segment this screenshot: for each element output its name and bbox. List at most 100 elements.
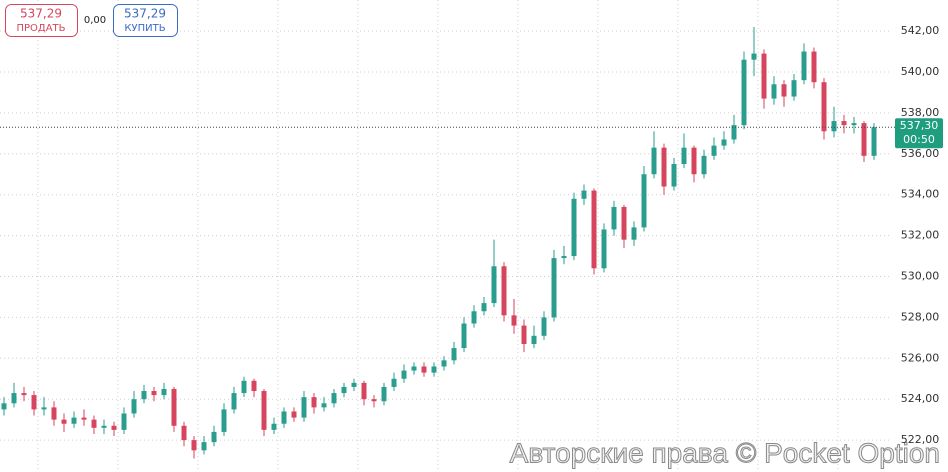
candle-body xyxy=(591,190,597,269)
candle-body xyxy=(41,407,47,410)
candle-body xyxy=(251,380,257,392)
candle-body xyxy=(351,382,357,387)
candle-body xyxy=(551,258,557,318)
candle-body xyxy=(371,399,377,402)
candle-body xyxy=(651,147,657,175)
candle-body xyxy=(111,425,117,430)
candle-body xyxy=(771,84,777,99)
sell-price[interactable]: 537,29 xyxy=(20,7,62,21)
candle-body xyxy=(271,423,277,430)
candle-body xyxy=(791,80,797,97)
candle-body xyxy=(201,442,207,451)
buy-button[interactable]: 537,29 КУПИТЬ xyxy=(113,4,178,37)
candle-body xyxy=(741,59,747,126)
candle-body xyxy=(101,425,107,428)
candle-body xyxy=(341,386,347,394)
y-tick-label: 528,00 xyxy=(901,310,940,323)
y-tick-label: 542,00 xyxy=(901,24,940,37)
candle-body xyxy=(161,388,167,396)
y-tick-label: 538,00 xyxy=(901,106,940,119)
candle-body xyxy=(411,366,417,371)
candle-body xyxy=(181,425,187,441)
candle-body xyxy=(451,348,457,361)
candle-body xyxy=(281,411,287,424)
candle-body xyxy=(381,386,387,402)
candle-body xyxy=(521,325,527,344)
candle-body xyxy=(431,366,437,373)
candle-body xyxy=(821,82,827,132)
candle-body xyxy=(421,366,427,373)
sell-label[interactable]: ПРОДАТЬ xyxy=(16,23,65,34)
sell-box[interactable] xyxy=(5,4,78,37)
candle-body xyxy=(301,397,307,418)
price-tag xyxy=(895,118,943,149)
candle-body xyxy=(861,123,867,156)
candle-body xyxy=(661,147,667,187)
candle-body xyxy=(81,417,87,420)
candle-body xyxy=(671,164,677,187)
candle-body xyxy=(751,53,757,60)
candle-body xyxy=(441,360,447,367)
candle-body xyxy=(631,227,637,240)
candle-body xyxy=(361,382,367,400)
candle-body xyxy=(581,190,587,199)
candle-body xyxy=(831,121,837,132)
candle-body xyxy=(1,403,7,410)
candle-body xyxy=(761,53,767,99)
candle-body xyxy=(871,127,877,156)
y-tick-label: 526,00 xyxy=(901,351,940,364)
candle-body xyxy=(131,399,137,414)
candle-body xyxy=(71,417,77,424)
y-tick-label: 540,00 xyxy=(901,65,940,78)
candle-body xyxy=(611,206,617,230)
sell-button[interactable]: 537,29 ПРОДАТЬ xyxy=(5,4,78,37)
buy-price[interactable]: 537,29 xyxy=(124,7,166,21)
candle-body xyxy=(151,391,157,396)
candle-body xyxy=(141,391,147,400)
candle-body xyxy=(851,123,857,126)
y-tick-label: 522,00 xyxy=(901,433,940,446)
candle-body xyxy=(641,174,647,228)
candle-body xyxy=(61,419,67,424)
candle-body xyxy=(571,198,577,257)
candle-body xyxy=(401,370,407,379)
price-tag-value: 537,30 xyxy=(900,119,939,132)
watermark: Авторские права © Pocket Option xyxy=(510,437,940,468)
candle-body xyxy=(721,139,727,146)
candle-body xyxy=(31,395,37,410)
price-tag-timer: 00:50 xyxy=(903,133,935,146)
spread: 0,00 xyxy=(84,15,106,26)
candle-body xyxy=(211,431,217,443)
buy-box[interactable] xyxy=(113,4,178,37)
candle-body xyxy=(261,391,267,430)
y-tick-label: 532,00 xyxy=(901,229,940,242)
candle-body xyxy=(291,411,297,418)
candle-body xyxy=(311,397,317,408)
candle-body xyxy=(331,393,337,404)
candle-body xyxy=(601,229,607,269)
plot xyxy=(0,26,895,459)
candle-body xyxy=(51,407,57,420)
candle-body xyxy=(511,315,517,326)
candle-body xyxy=(731,125,737,140)
y-tick-label: 530,00 xyxy=(901,269,940,282)
candle-body xyxy=(391,378,397,387)
candle-body xyxy=(841,121,847,126)
candle-body xyxy=(471,311,477,324)
candle-body xyxy=(171,388,177,426)
buy-label[interactable]: КУПИТЬ xyxy=(124,23,165,34)
y-tick-label: 534,00 xyxy=(901,188,940,201)
candle-body xyxy=(621,206,627,240)
candle-body xyxy=(801,51,807,81)
candle-body xyxy=(121,413,127,430)
candle-body xyxy=(481,303,487,312)
candle-body xyxy=(681,147,687,165)
candle-body xyxy=(11,393,17,404)
candle-body xyxy=(711,145,717,156)
candle-body xyxy=(21,393,27,396)
candle-body xyxy=(221,409,227,432)
candle-body xyxy=(461,323,467,349)
candle-body xyxy=(501,266,507,316)
